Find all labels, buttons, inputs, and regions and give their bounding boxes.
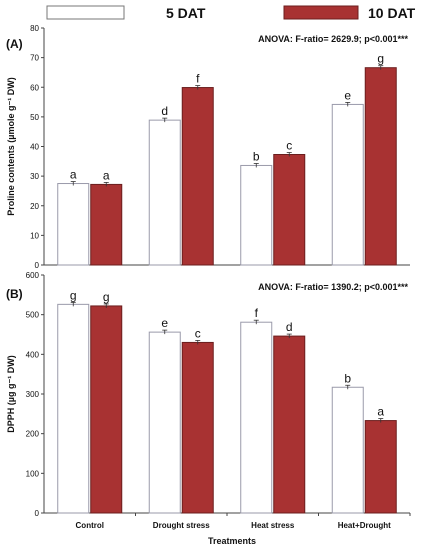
bar-10-dat-heat-drought [364, 67, 397, 266]
y-axis-label: Proline contents (µmole g⁻¹ DW) [6, 77, 16, 215]
bar-5-dat-heat-drought [331, 386, 364, 514]
x-tick-label-drought-stress: Drought stress [153, 521, 210, 530]
legend-label-5dat: 5 DAT [166, 5, 206, 21]
y-tick-label: 30 [30, 172, 39, 181]
bar-5-dat-heat-stress [240, 164, 273, 266]
y-tick-label: 80 [30, 24, 39, 33]
significance-letter: b [344, 371, 351, 385]
y-tick-label: 60 [30, 83, 39, 92]
bar-10-dat-drought-stress [181, 341, 214, 514]
bar-10-dat-control [90, 305, 123, 514]
bar-5-dat-control [57, 183, 90, 266]
y-tick-label: 100 [26, 469, 40, 478]
bar-10-dat-heat-stress [273, 153, 306, 266]
anova-annotation: ANOVA: F-ratio= 1390.2; p<0.001*** [258, 282, 408, 292]
anova-annotation: ANOVA: F-ratio= 2629.9; p<0.001*** [258, 34, 408, 44]
chart-panel-b: 0 100 200 300 400 500 600 DPPH (µg g⁻¹ DW) (B) AN… [6, 271, 411, 530]
significance-letter: f [196, 72, 200, 86]
significance-letter: g [103, 290, 110, 304]
chart-panel-a: 0 10 20 30 40 50 60 70 80 Proline contents (µmole… [6, 24, 410, 270]
significance-letter: d [161, 104, 168, 118]
y-tick-label: 70 [30, 54, 39, 63]
significance-letter: d [286, 320, 293, 334]
y-tick-label: 400 [26, 350, 40, 359]
significance-letter: c [195, 326, 201, 340]
y-tick-label: 0 [35, 261, 40, 270]
bar-5-dat-drought-stress [148, 331, 181, 514]
bar-10-dat-drought-stress [181, 87, 214, 266]
y-tick-label: 40 [30, 143, 39, 152]
significance-letter: g [70, 288, 77, 302]
significance-letter: c [286, 138, 292, 152]
significance-letter: e [344, 88, 351, 102]
bar-5-dat-control [57, 303, 90, 514]
y-tick-label: 50 [30, 113, 39, 122]
bar-5-dat-heat-stress [240, 321, 273, 514]
bar-10-dat-heat-stress [273, 335, 306, 514]
y-tick-label: 20 [30, 202, 39, 211]
significance-letter: g [377, 52, 384, 66]
y-tick-label: 500 [26, 311, 40, 320]
significance-letter: f [255, 306, 259, 320]
legend: 5 DAT 10 DAT [46, 5, 416, 21]
x-tick-label-control: Control [76, 521, 104, 530]
panel-label: (A) [6, 37, 23, 51]
panel-label: (B) [6, 287, 23, 301]
bar-5-dat-heat-drought [331, 103, 364, 266]
bar-10-dat-heat-drought [364, 420, 397, 514]
y-tick-label: 10 [30, 231, 39, 240]
legend-swatch-5dat [46, 5, 125, 20]
x-tick-label-heat-stress: Heat stress [251, 521, 295, 530]
significance-letter: e [161, 316, 168, 330]
y-tick-label: 200 [26, 430, 40, 439]
legend-swatch-10dat [283, 5, 359, 20]
bar-5-dat-drought-stress [148, 119, 181, 266]
y-axis-label: DPPH (µg g⁻¹ DW) [6, 355, 16, 432]
y-tick-label: 600 [26, 271, 40, 280]
y-tick-label: 0 [35, 509, 40, 518]
significance-letter: a [103, 168, 110, 182]
bar-10-dat-control [90, 183, 123, 266]
legend-label-10dat: 10 DAT [368, 5, 416, 21]
x-tick-label-heat-drought: Heat+Drought [338, 521, 391, 530]
y-tick-label: 300 [26, 390, 40, 399]
significance-letter: a [70, 168, 77, 182]
x-axis-title: Treatments [208, 536, 256, 546]
significance-letter: a [377, 405, 384, 419]
significance-letter: b [253, 149, 260, 163]
